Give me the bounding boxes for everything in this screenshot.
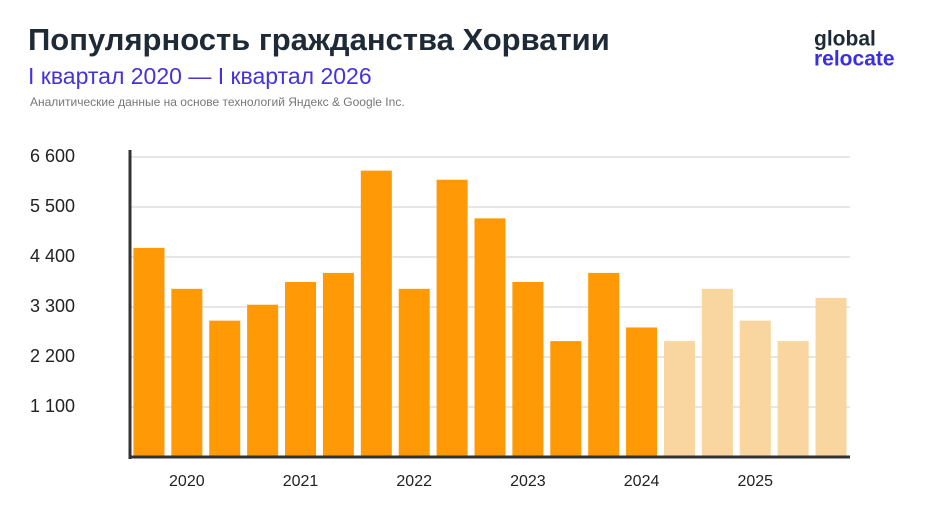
bar <box>474 218 506 457</box>
source-note: Аналитические данные на основе технологи… <box>30 95 405 109</box>
bar <box>398 288 430 457</box>
y-tick-label: 5 500 <box>30 196 75 216</box>
bar <box>209 320 241 457</box>
bar <box>739 320 771 457</box>
bar <box>285 282 317 457</box>
x-tick-label: 2023 <box>510 473 546 490</box>
bar <box>512 282 544 457</box>
logo-text: relocate <box>814 48 895 71</box>
x-tick-label: 2025 <box>737 473 773 490</box>
x-tick-label: 2021 <box>283 473 319 490</box>
bar <box>322 272 354 457</box>
bar <box>588 272 620 457</box>
bar <box>550 341 582 457</box>
x-tick-label: 2022 <box>396 473 432 490</box>
bar <box>663 341 695 457</box>
y-tick-label: 6 600 <box>30 146 75 166</box>
bar <box>247 304 279 457</box>
chart-subtitle: I квартал 2020 — I квартал 2026 <box>28 63 372 89</box>
bar <box>815 297 847 457</box>
y-tick-label: 4 400 <box>30 246 75 266</box>
bar <box>133 247 165 457</box>
chart-title: Популярность гражданства Хорватии <box>28 22 610 57</box>
logo-text: global <box>814 28 876 51</box>
bar <box>777 341 809 457</box>
bar <box>436 179 468 457</box>
y-tick-label: 3 300 <box>30 296 75 316</box>
bar <box>626 327 658 457</box>
y-tick-label: 2 200 <box>30 346 75 366</box>
x-tick-label: 2024 <box>624 473 660 490</box>
bar <box>701 288 733 457</box>
y-tick-label: 1 100 <box>30 396 75 416</box>
x-tick-label: 2020 <box>169 473 205 490</box>
bar <box>360 170 392 458</box>
bar <box>171 288 203 457</box>
